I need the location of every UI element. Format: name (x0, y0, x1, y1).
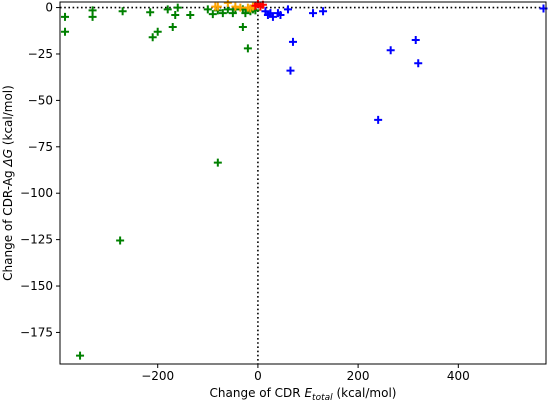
data-point (286, 66, 295, 75)
zero-reference-lines (60, 2, 546, 364)
data-point (118, 7, 127, 16)
data-point (163, 5, 172, 14)
data-point (411, 36, 420, 45)
data-point (173, 3, 182, 12)
data-point (186, 10, 195, 19)
y-tick-label: −50 (28, 93, 53, 107)
data-point (88, 12, 97, 21)
data-point (153, 27, 162, 36)
data-point (386, 46, 395, 55)
data-point (268, 12, 277, 21)
data-point (76, 351, 85, 360)
data-point (116, 236, 125, 245)
data-point (283, 5, 292, 14)
data-point (319, 7, 328, 16)
data-point (414, 59, 423, 68)
data-point (276, 10, 285, 19)
data-point (223, 0, 232, 7)
data-point (241, 9, 250, 18)
data-point (168, 23, 177, 32)
y-tick-label: −175 (20, 325, 53, 339)
x-tick-label: −200 (141, 369, 174, 383)
y-tick-label: −150 (20, 279, 53, 293)
x-axis-ticks: −200 0 200 400 (141, 364, 470, 383)
y-tick-label: −125 (20, 233, 53, 247)
data-points (61, 0, 548, 360)
data-point (61, 12, 70, 21)
y-tick-label: −100 (20, 186, 53, 200)
x-tick-label: 0 (254, 369, 262, 383)
x-tick-label: 400 (447, 369, 470, 383)
y-axis-label: Change of CDR-Ag ΔG (kcal/mol) (1, 85, 15, 281)
data-point (238, 23, 247, 32)
data-point (146, 8, 155, 17)
data-point (208, 10, 217, 19)
data-point (288, 37, 297, 46)
data-point (203, 5, 212, 14)
data-point (374, 115, 383, 124)
plot-frame (59, 1, 547, 365)
data-point (218, 9, 227, 18)
x-tick-label: 200 (347, 369, 370, 383)
data-point (61, 27, 70, 36)
data-point (213, 158, 222, 167)
data-point (243, 44, 252, 53)
data-point (309, 9, 318, 18)
y-tick-label: −25 (28, 47, 53, 61)
data-point (171, 10, 180, 19)
data-point (213, 2, 222, 11)
y-tick-label: 0 (45, 1, 53, 15)
y-tick-label: −75 (28, 140, 53, 154)
data-point (236, 3, 245, 12)
data-point (148, 33, 157, 42)
x-axis-label: Change of CDR Etotal (kcal/mol) (210, 386, 397, 402)
y-axis-ticks: 0 −25 −50 −75 −100 −125 −150 −175 (20, 1, 60, 339)
